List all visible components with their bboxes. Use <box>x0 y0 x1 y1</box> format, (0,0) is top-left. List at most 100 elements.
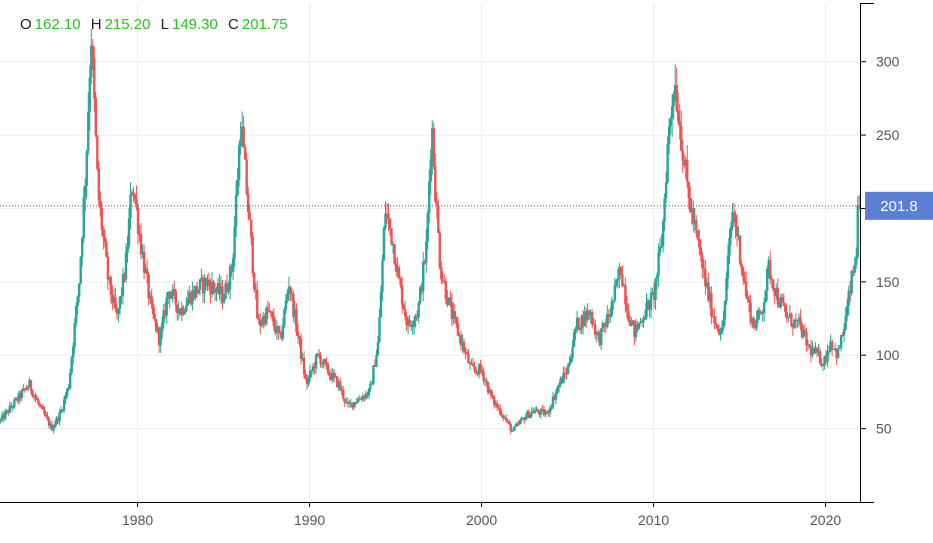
last-price-badge <box>865 191 933 220</box>
candle-body <box>711 316 715 318</box>
candle-body <box>477 364 481 375</box>
candle-body <box>168 291 171 299</box>
candle-body <box>714 322 718 325</box>
candle-body <box>296 331 300 337</box>
candle-body <box>495 403 499 408</box>
candle-body <box>403 309 407 317</box>
candle-body <box>560 378 564 384</box>
candle-body <box>536 409 540 413</box>
candle-body <box>35 398 39 401</box>
candle-body <box>191 290 194 305</box>
candle-body <box>115 309 119 314</box>
candle-body <box>468 363 472 365</box>
candle-body <box>563 372 567 374</box>
candle-body <box>183 311 187 314</box>
candle-body <box>253 273 256 290</box>
candle-body <box>136 207 140 234</box>
candle-body <box>32 395 36 397</box>
candle-body <box>693 220 696 224</box>
candle-body <box>796 320 799 322</box>
candle-body <box>450 303 454 319</box>
candle-body <box>649 293 653 310</box>
candle-body <box>418 287 422 303</box>
candle-body <box>527 411 531 418</box>
candle-body <box>756 310 760 320</box>
candle-body <box>648 300 651 310</box>
candle-body <box>284 300 288 310</box>
candle-body <box>133 194 137 200</box>
candle-body <box>228 266 232 290</box>
candle-body <box>545 411 549 414</box>
candle-body <box>773 289 776 296</box>
candle-body <box>336 376 339 388</box>
candle-body <box>242 126 245 148</box>
candle-body <box>34 395 37 399</box>
candle-body <box>616 279 620 281</box>
candle-body <box>465 351 469 354</box>
candle-body <box>666 143 669 183</box>
candle-body <box>521 417 524 419</box>
candle-body <box>120 295 123 297</box>
candle-body <box>422 261 425 292</box>
candle-body <box>699 247 703 256</box>
candle-body <box>212 281 215 289</box>
candle-body <box>836 348 840 359</box>
candle-body <box>480 369 484 372</box>
candle-body <box>2 414 5 419</box>
candle-body <box>504 417 508 421</box>
candle-body <box>180 307 184 315</box>
candle-body <box>182 307 185 314</box>
last-price-label: 201.8 <box>880 198 918 215</box>
candle-body <box>782 302 786 306</box>
candle-body <box>618 267 621 280</box>
candle-body <box>394 264 398 272</box>
candle-body <box>130 192 134 195</box>
y-tick-label: 150 <box>876 274 900 290</box>
candle-body <box>750 318 754 323</box>
candle-body <box>400 285 404 305</box>
candle-body <box>124 252 128 280</box>
candle-body <box>329 375 333 380</box>
candle-body <box>188 292 191 300</box>
candle-body <box>435 201 438 206</box>
candle-body <box>692 207 695 224</box>
candle-body <box>117 308 120 314</box>
candle-body <box>584 311 588 320</box>
candle-body <box>456 323 460 336</box>
candle-body <box>788 313 792 318</box>
candle-body <box>550 406 553 409</box>
open-key: O <box>20 16 32 33</box>
candle-body <box>643 317 647 320</box>
candle-body <box>283 309 286 326</box>
candle-body <box>735 226 739 237</box>
candle-body <box>509 423 512 431</box>
candle-body <box>494 403 497 405</box>
candle-body <box>148 295 152 299</box>
candle-body <box>669 118 672 127</box>
candle-body <box>609 315 612 317</box>
candle-body <box>790 313 793 327</box>
candle-body <box>530 411 534 414</box>
candle-body <box>320 363 324 365</box>
candle-body <box>845 306 849 317</box>
candle-body <box>740 263 743 268</box>
candle-body <box>31 390 34 397</box>
candle-body <box>642 319 645 323</box>
candle-body <box>764 290 767 303</box>
candle-body <box>274 326 277 333</box>
candle-body <box>556 387 559 393</box>
candle-body <box>78 283 81 297</box>
candle-body <box>22 388 25 391</box>
y-tick-label: 50 <box>876 421 892 437</box>
candle-body <box>237 145 241 180</box>
candle-body <box>233 226 236 259</box>
candle-body <box>127 218 131 247</box>
candle-body <box>390 228 393 245</box>
candle-body <box>313 366 316 369</box>
candle-body <box>59 410 63 413</box>
candle-body <box>542 409 546 415</box>
candle-body <box>432 128 435 167</box>
candle-body <box>411 326 414 328</box>
candle-body <box>0 419 2 422</box>
